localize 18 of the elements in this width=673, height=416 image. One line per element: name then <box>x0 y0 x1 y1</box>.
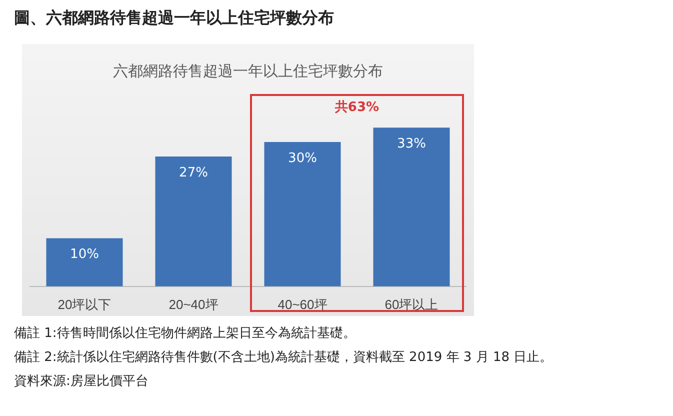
chart-subtitle: 六都網路待售超過一年以上住宅坪數分布 <box>112 62 384 81</box>
data-label: 30% <box>288 150 317 166</box>
bar <box>155 156 232 286</box>
source-note: 資料來源:房屋比價平台 <box>14 373 148 390</box>
bar <box>373 128 450 286</box>
text: 備註 2:統計係以住宅網路待售件數(不含土地)為統計基礎，資料截至 2019 年 3 月 18 日止。 <box>14 349 553 366</box>
x-tick-label: 60坪以上 <box>384 296 438 312</box>
data-label: 10% <box>70 247 99 262</box>
x-tick-label: 40~60坪 <box>278 296 328 312</box>
data-label: 33% <box>397 136 426 152</box>
text: 備註 1:待售時間係以住宅物件網路上架日至今為統計基礎。 <box>14 325 356 342</box>
x-tick-label: 20坪以下 <box>58 296 112 312</box>
bar <box>46 238 123 286</box>
data-label: 27% <box>179 165 208 180</box>
text: 共63% <box>334 99 380 116</box>
chart-title: 圖、六都網路待售超過一年以上住宅坪數分布 <box>14 8 334 29</box>
bar <box>264 142 341 286</box>
x-tick-label: 20~40坪 <box>168 296 218 312</box>
